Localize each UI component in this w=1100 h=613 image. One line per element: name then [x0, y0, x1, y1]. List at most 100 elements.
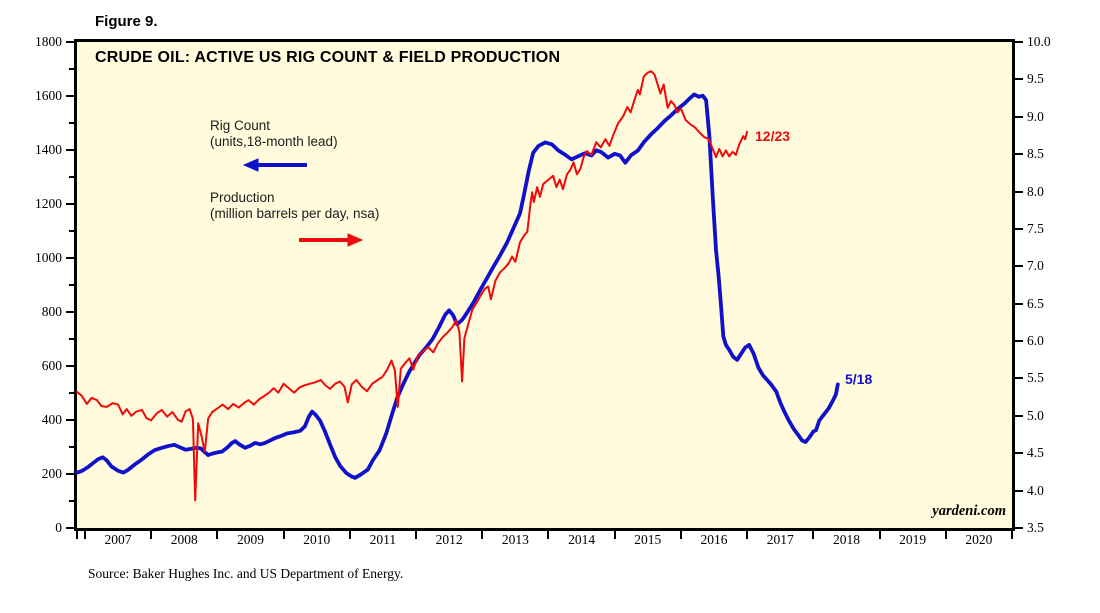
x-axis-tick: [76, 531, 78, 539]
right-axis-tick-label: 7.5: [1027, 220, 1044, 236]
x-axis-tick: [944, 531, 947, 539]
left-axis-tick-label: 400: [41, 412, 62, 427]
right-axis-tick-label: 6.5: [1027, 295, 1044, 311]
x-axis-year-label: 2007: [104, 532, 132, 547]
left-axis-minor-tick: [69, 176, 74, 178]
right-axis-tick-label: 7.0: [1027, 258, 1044, 274]
legend-production-name: Production: [210, 190, 275, 205]
left-axis-tick-label: 200: [41, 466, 62, 481]
x-axis-tick: [613, 531, 616, 539]
x-axis-tick: [812, 531, 815, 539]
legend-production: Production (million barrels per day, nsa…: [210, 190, 379, 222]
legend-rig-count-name: Rig Count: [210, 118, 271, 133]
left-axis-minor-tick: [69, 284, 74, 286]
x-axis-tick: [83, 531, 86, 539]
x-axis-tick: [746, 531, 749, 539]
left-axis-tick: [66, 365, 74, 367]
right-axis-tick-label: 5.5: [1027, 370, 1044, 386]
left-axis-tick-label: 0: [55, 520, 62, 535]
legend-rig-count: Rig Count (units,18-month lead): [210, 118, 338, 150]
rig-last-date-label: 5/18: [845, 371, 873, 387]
x-axis-tick: [1011, 531, 1013, 539]
right-axis-tick: [1015, 377, 1023, 380]
x-axis-tick: [348, 531, 351, 539]
left-axis-minor-tick: [69, 500, 74, 502]
right-axis-tick: [1015, 414, 1023, 417]
right-axis-tick: [1015, 302, 1023, 305]
left-axis-tick: [66, 473, 74, 475]
right-axis-tick: [1015, 527, 1023, 529]
x-axis-year-label: 2013: [501, 532, 529, 547]
right-axis-tick-label: 9.0: [1027, 108, 1044, 124]
left-axis-tick-label: 600: [41, 358, 62, 373]
left-axis-tick: [66, 527, 74, 529]
legend-rig-count-units: (units,18-month lead): [210, 134, 338, 149]
left-axis-minor-tick: [69, 230, 74, 232]
x-axis-year-label: 2014: [568, 532, 596, 547]
x-axis-year-label: 2008: [170, 532, 198, 547]
right-axis-tick: [1015, 265, 1023, 268]
right-axis-tick: [1015, 153, 1023, 156]
left-axis-minor-tick: [69, 68, 74, 70]
left-axis-tick: [66, 257, 74, 259]
right-axis-tick-label: 10.0: [1027, 34, 1051, 49]
right-axis-tick: [1015, 190, 1023, 193]
left-axis-tick: [66, 419, 74, 421]
left-axis-tick-label: 1400: [35, 142, 62, 157]
x-axis-year-label: 2015: [634, 532, 662, 547]
right-axis-tick-label: 3.5: [1027, 520, 1044, 535]
watermark: yardeni.com: [932, 503, 1006, 519]
left-axis-tick-label: 1200: [35, 196, 62, 211]
source-note: Source: Baker Hughes Inc. and US Departm…: [88, 566, 404, 581]
series-line-rig-count: [75, 92, 840, 480]
right-axis-tick-label: 9.5: [1027, 71, 1044, 87]
left-axis-tick: [66, 203, 74, 205]
right-axis-tick: [1015, 452, 1023, 455]
x-axis-tick: [481, 531, 484, 539]
left-axis-tick-label: 1000: [35, 250, 62, 265]
rig-count-left-arrow-icon: [243, 158, 307, 172]
right-axis-tick: [1015, 78, 1023, 81]
left-axis-minor-tick: [69, 392, 74, 394]
x-axis-year-label: 2009: [236, 532, 264, 547]
left-axis-tick-label: 1600: [35, 88, 62, 103]
x-axis-tick: [878, 531, 881, 539]
x-axis-year-label: 2017: [766, 532, 794, 547]
x-axis-tick: [415, 531, 418, 539]
left-axis-tick: [66, 95, 74, 97]
left-axis-tick: [66, 311, 74, 313]
x-axis-year-label: 2019: [899, 532, 927, 547]
right-axis-tick-label: 8.0: [1027, 183, 1044, 199]
left-axis-minor-tick: [69, 446, 74, 448]
x-axis-year-label: 2016: [700, 532, 728, 547]
plot-area: CRUDE OIL: ACTIVE US RIG COUNT & FIELD P…: [74, 39, 1015, 531]
left-axis-tick-label: 800: [41, 304, 62, 319]
x-axis-tick: [547, 531, 550, 539]
production-right-arrow-icon: [299, 233, 363, 247]
right-axis-tick: [1015, 41, 1023, 43]
series-line-production: [76, 70, 749, 502]
right-axis-tick: [1015, 489, 1023, 492]
x-axis-tick: [216, 531, 219, 539]
x-axis-tick: [150, 531, 153, 539]
production-last-date-label: 12/23: [755, 128, 791, 144]
left-axis-tick: [66, 41, 74, 43]
x-axis-tick: [282, 531, 285, 539]
right-axis-tick-label: 5.0: [1027, 407, 1044, 423]
x-axis-year-label: 2011: [369, 532, 397, 547]
figure-number: Figure 9.: [95, 13, 158, 30]
series-plot: [75, 70, 840, 502]
right-axis-tick-label: 4.5: [1027, 445, 1044, 461]
chart-title: CRUDE OIL: ACTIVE US RIG COUNT & FIELD P…: [95, 49, 561, 66]
x-axis-year-label: 2020: [965, 532, 993, 547]
left-axis-tick-label: 1800: [35, 34, 62, 49]
left-axis-minor-tick: [69, 122, 74, 124]
right-axis-tick: [1015, 340, 1023, 343]
x-axis-tick: [679, 531, 682, 539]
right-axis-tick-label: 4.0: [1027, 482, 1044, 498]
left-axis-tick: [66, 149, 74, 151]
left-axis-minor-tick: [69, 338, 74, 340]
x-axis-year-label: 2012: [435, 532, 463, 547]
x-axis-year-label: 2010: [303, 532, 331, 547]
